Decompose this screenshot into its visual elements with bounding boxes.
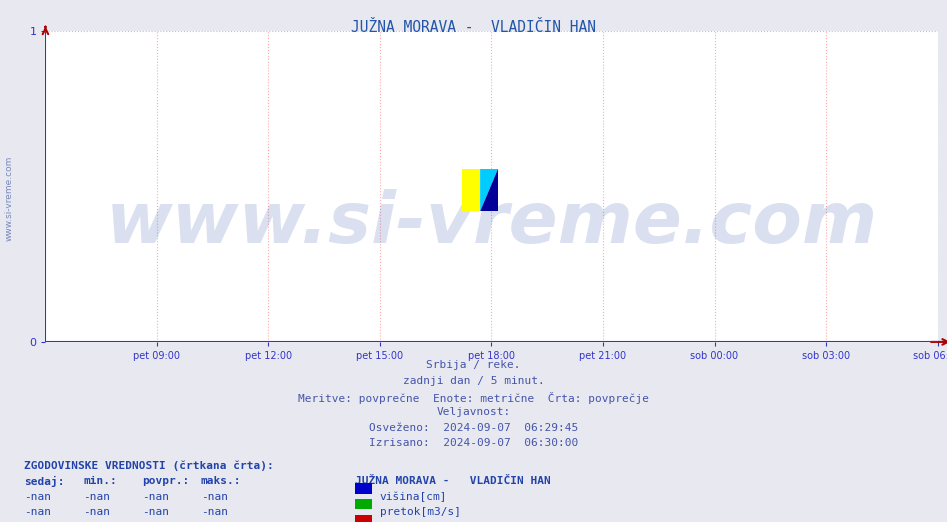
Text: Osveženo:  2024-09-07  06:29:45: Osveženo: 2024-09-07 06:29:45: [369, 423, 578, 433]
Text: Srbija / reke.: Srbija / reke.: [426, 360, 521, 370]
Text: -nan: -nan: [24, 492, 51, 502]
Text: JUŽNA MORAVA -   VLADIČIN HAN: JUŽNA MORAVA - VLADIČIN HAN: [355, 476, 551, 486]
Text: -nan: -nan: [142, 507, 170, 517]
Text: ZGODOVINSKE VREDNOSTI (črtkana črta):: ZGODOVINSKE VREDNOSTI (črtkana črta):: [24, 460, 274, 471]
Text: -nan: -nan: [83, 507, 111, 517]
Text: pretok[m3/s]: pretok[m3/s]: [380, 507, 461, 517]
Text: -nan: -nan: [24, 507, 51, 517]
Text: www.si-vreme.com: www.si-vreme.com: [105, 189, 878, 258]
Text: -nan: -nan: [201, 492, 228, 502]
Polygon shape: [480, 169, 498, 211]
Text: -nan: -nan: [83, 492, 111, 502]
Text: -nan: -nan: [201, 507, 228, 517]
Polygon shape: [480, 169, 498, 211]
Text: www.si-vreme.com: www.si-vreme.com: [5, 156, 14, 241]
Text: Izrisano:  2024-09-07  06:30:00: Izrisano: 2024-09-07 06:30:00: [369, 438, 578, 448]
Text: povpr.:: povpr.:: [142, 476, 189, 486]
Text: min.:: min.:: [83, 476, 117, 486]
Text: sedaj:: sedaj:: [24, 476, 64, 487]
Text: JUŽNA MORAVA -  VLADIČIN HAN: JUŽNA MORAVA - VLADIČIN HAN: [351, 20, 596, 35]
Text: -nan: -nan: [142, 492, 170, 502]
Text: Veljavnost:: Veljavnost:: [437, 407, 510, 417]
Text: zadnji dan / 5 minut.: zadnji dan / 5 minut.: [402, 376, 545, 386]
Polygon shape: [462, 169, 480, 211]
Text: Meritve: povprečne  Enote: metrične  Črta: povprečje: Meritve: povprečne Enote: metrične Črta:…: [298, 392, 649, 404]
Text: maks.:: maks.:: [201, 476, 241, 486]
Text: višina[cm]: višina[cm]: [380, 492, 447, 502]
